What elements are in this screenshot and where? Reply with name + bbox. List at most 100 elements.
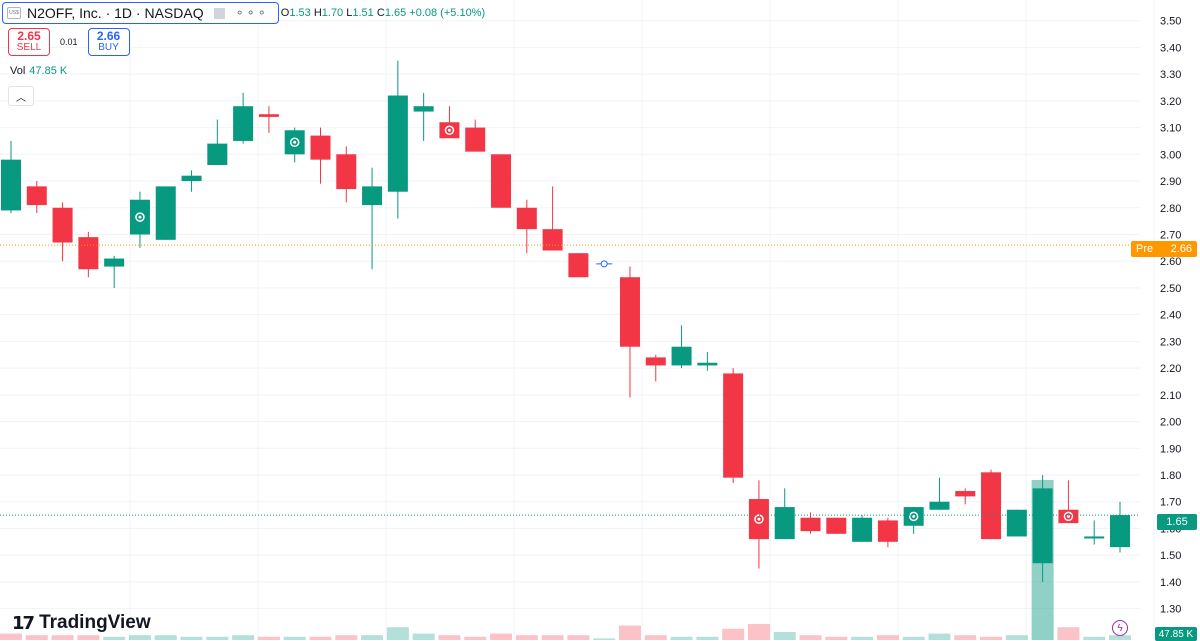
candle <box>542 186 563 251</box>
buy-button[interactable]: 2.66 BUY <box>87 28 130 56</box>
price-tick-label: 3.40 <box>1160 42 1181 54</box>
candle-body <box>1110 515 1130 548</box>
candle-body <box>955 491 976 497</box>
close-label: C <box>376 7 385 19</box>
candle-body <box>723 373 744 478</box>
volume-bar <box>876 635 899 640</box>
symbol-search-box[interactable]: US$ N2OFF, Inc. · 1D · NASDAQ ⚬⚬⚬ <box>2 2 279 24</box>
volume-bar <box>180 636 203 640</box>
price-axis[interactable]: 3.50 3.40 3.30 3.20 3.10 3.00 2.90 2.80 2.70 2.60… <box>1160 16 1181 616</box>
volume-bar <box>103 636 126 640</box>
candle <box>774 488 795 540</box>
symbol-title: N2OFF, Inc. · 1D · NASDAQ <box>27 5 204 21</box>
doji-marker <box>600 260 608 268</box>
candle <box>207 119 228 165</box>
square-icon[interactable] <box>213 7 225 19</box>
volume-bar <box>980 636 1003 640</box>
volume-bar <box>361 635 384 640</box>
volume-bar <box>928 633 951 640</box>
candle <box>78 231 99 278</box>
candle-body <box>852 517 873 542</box>
volume-bar <box>541 635 564 640</box>
event-marker <box>1063 511 1074 522</box>
volume-bar <box>644 635 667 640</box>
candle-body <box>542 229 563 251</box>
candle-body <box>233 106 254 141</box>
volume-bar <box>902 636 925 640</box>
candle <box>955 488 976 505</box>
candle <box>52 202 73 262</box>
volume-bar <box>412 633 435 640</box>
candle-body <box>929 501 950 510</box>
buy-label: BUY <box>98 42 119 53</box>
last-price-badge: 1.65 <box>1157 514 1197 530</box>
candle <box>1032 475 1053 582</box>
collapse-button[interactable]: ︿ <box>8 86 34 106</box>
candle <box>104 255 125 288</box>
candle-body <box>26 186 47 206</box>
price-tick-label: 3.00 <box>1160 149 1181 161</box>
candle <box>129 191 150 248</box>
event-marker-dot <box>757 517 761 521</box>
candle-body <box>465 127 486 152</box>
currency-icon: US$ <box>7 7 21 19</box>
candle <box>284 127 305 163</box>
candle <box>723 368 744 484</box>
price-tick-label: 2.90 <box>1160 176 1181 188</box>
high-label: H <box>313 7 322 19</box>
volume-bar <box>25 635 48 640</box>
price-tick-label: 2.20 <box>1160 363 1181 375</box>
event-marker-dot <box>138 215 142 219</box>
candle <box>26 181 47 214</box>
candle-body <box>877 520 898 542</box>
candle <box>852 515 873 542</box>
volume-legend: Vol 47.85 K <box>10 65 67 77</box>
volume-bar <box>1057 627 1080 640</box>
volume-axis-badge: 47.85 K <box>1155 627 1197 641</box>
price-tick-label: 2.60 <box>1160 256 1181 268</box>
candle-body <box>568 253 589 278</box>
chevron-up-icon: ︿ <box>16 92 26 104</box>
dots-icon[interactable]: ⚬⚬⚬ <box>234 6 268 20</box>
low-value: 1.51 <box>352 7 374 19</box>
chart-header: US$ N2OFF, Inc. · 1D · NASDAQ ⚬⚬⚬ O1.53 … <box>2 2 485 24</box>
sell-button[interactable]: 2.65 SELL <box>8 28 50 56</box>
candle-body <box>1 159 21 211</box>
volume-bar <box>386 627 409 640</box>
volume-bar <box>670 636 693 640</box>
candle <box>697 352 718 371</box>
volume-bar <box>206 636 229 640</box>
volume-bar <box>257 636 280 640</box>
volume-bar <box>722 628 745 640</box>
tradingview-logo-icon: 𝟭𝟳 <box>12 612 35 633</box>
candle-body <box>1032 488 1053 564</box>
candle <box>155 186 176 240</box>
volume-bar <box>335 635 358 640</box>
price-tick-label: 1.50 <box>1160 550 1181 562</box>
low-label: L <box>346 7 353 19</box>
lightning-icon[interactable]: ϟ <box>1112 620 1128 636</box>
price-tick-label: 1.90 <box>1160 443 1181 455</box>
volume-value: 47.85 K <box>29 65 68 77</box>
event-marker-dot <box>912 514 916 518</box>
ohlc-values: O1.53 H1.70 L1.51 C1.65 +0.08 (+5.10%) <box>281 7 485 19</box>
buy-price: 2.66 <box>96 29 121 43</box>
candle <box>645 354 666 382</box>
event-marker <box>444 125 455 136</box>
candle <box>929 477 950 510</box>
price-tick-label: 2.70 <box>1160 229 1181 241</box>
volume-bar <box>438 635 461 640</box>
candle-body <box>981 472 1002 540</box>
candle <box>671 325 692 369</box>
volume-bar <box>309 636 332 640</box>
candle <box>619 266 640 398</box>
candle-body <box>387 95 408 192</box>
price-tick-label: 1.40 <box>1160 577 1181 589</box>
candle <box>568 253 589 278</box>
volume-bar <box>618 625 641 640</box>
candle <box>1058 480 1079 524</box>
spread-value: 0.01 <box>60 37 78 47</box>
tradingview-logo[interactable]: 𝟭𝟳 TradingView <box>12 612 151 634</box>
candle <box>596 260 613 268</box>
